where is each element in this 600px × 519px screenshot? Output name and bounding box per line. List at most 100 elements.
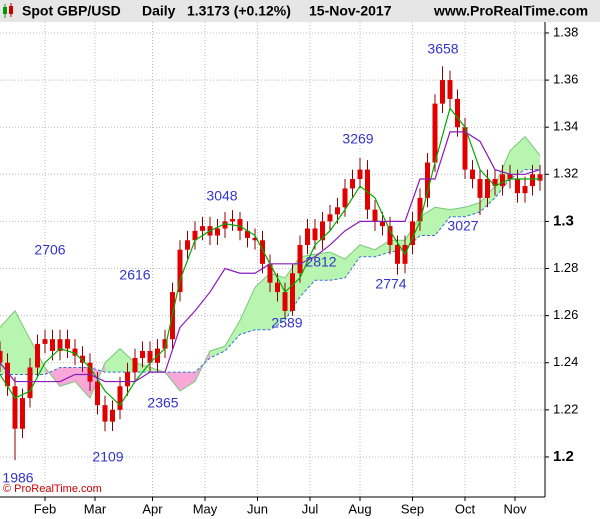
candle-body xyxy=(27,367,33,399)
y-tick-label: 1.24 xyxy=(553,354,578,369)
cloud-segment xyxy=(210,346,225,359)
candle-body xyxy=(95,381,100,406)
candle-body xyxy=(237,219,243,231)
cloud-segment xyxy=(435,207,450,236)
candle-body xyxy=(267,263,273,283)
cloud-segment xyxy=(180,372,195,392)
candle-body xyxy=(350,179,355,189)
candle-body xyxy=(57,339,63,351)
cloud-segment xyxy=(375,240,390,257)
candle-body xyxy=(282,292,288,311)
y-tick-label: 1.28 xyxy=(553,260,578,275)
candle-body xyxy=(275,282,280,293)
candle-body xyxy=(185,240,190,250)
x-tick-label: Nov xyxy=(503,501,527,516)
candle-body xyxy=(132,358,138,373)
candle-body xyxy=(455,98,460,128)
cloud-segment xyxy=(60,367,75,387)
candle-body xyxy=(395,244,400,264)
cloud-segment xyxy=(105,348,120,373)
price-annotation: 1986 xyxy=(2,470,33,486)
candle-body xyxy=(507,174,513,180)
cloud-segment xyxy=(240,287,255,335)
cloud-segment xyxy=(315,252,330,281)
price-annotation: 2616 xyxy=(119,267,150,283)
period: Daily xyxy=(142,3,176,19)
candle-body xyxy=(125,372,130,387)
candle-body xyxy=(110,409,115,422)
header-bar xyxy=(0,0,600,22)
candle-body xyxy=(102,405,108,422)
candle-body xyxy=(12,386,18,429)
app-icon xyxy=(3,3,13,18)
candle-body xyxy=(342,188,348,208)
cloud-segment xyxy=(360,244,375,257)
candle-body xyxy=(0,350,3,363)
y-tick-label: 1.26 xyxy=(553,307,578,322)
copyright: © ProRealTime.com xyxy=(3,483,102,495)
candle-body xyxy=(335,207,340,215)
candle-body xyxy=(380,221,385,227)
candle-body xyxy=(515,179,520,194)
candle-body xyxy=(65,339,70,349)
y-tick-label: 1.32 xyxy=(553,166,578,181)
candle-body xyxy=(215,228,220,236)
candle-body xyxy=(320,221,325,241)
candle-body xyxy=(177,249,183,293)
candle-body xyxy=(72,348,78,356)
candle-body xyxy=(50,339,55,351)
price-annotation: 2365 xyxy=(147,395,178,411)
candle-body xyxy=(410,221,415,245)
title: Spot GBP/USD xyxy=(22,3,121,19)
candle-body xyxy=(147,350,153,363)
y-tick-label: 1.36 xyxy=(553,72,578,87)
candle-body xyxy=(117,386,123,410)
candle-body xyxy=(470,169,475,180)
candle-body xyxy=(425,162,430,198)
cloud-segment xyxy=(345,244,360,278)
candle-body xyxy=(312,228,318,241)
candle-body xyxy=(80,355,85,363)
candle-body xyxy=(5,362,10,387)
cloud-segment xyxy=(225,320,240,351)
last-price: 1.3173 (+0.12%) xyxy=(187,3,291,19)
x-tick-label: May xyxy=(193,501,218,516)
x-tick-label: Mar xyxy=(84,501,107,516)
price-annotation: 3048 xyxy=(206,188,237,204)
candle-body xyxy=(492,179,498,187)
candle-body xyxy=(297,244,303,274)
candle-body xyxy=(357,169,363,180)
cloud-segment xyxy=(450,207,465,217)
candle-body xyxy=(20,398,25,429)
x-tick-label: Aug xyxy=(348,501,371,516)
cloud-segment xyxy=(525,136,540,170)
x-tick-label: Oct xyxy=(455,501,476,516)
candle-body xyxy=(440,80,445,104)
candle-body xyxy=(417,197,423,222)
candle-body xyxy=(477,179,483,198)
candle-body xyxy=(327,214,333,222)
candle-body xyxy=(530,174,535,187)
candle-body xyxy=(192,230,198,241)
x-tick-label: Sep xyxy=(401,501,424,516)
candle-body xyxy=(87,362,93,382)
candle-body xyxy=(485,179,490,198)
price-annotation: 2774 xyxy=(375,276,406,292)
y-tick-label: 1.22 xyxy=(553,401,578,416)
cloud-segment xyxy=(15,310,30,375)
y-tick-label: 1.34 xyxy=(553,119,578,134)
candle-body xyxy=(162,339,168,349)
candle-body xyxy=(140,350,145,359)
candle-body xyxy=(230,219,235,222)
price-annotation: 2812 xyxy=(305,254,336,270)
y-tick-label: 1.38 xyxy=(553,24,578,39)
candle-body xyxy=(500,174,505,187)
candle-body xyxy=(200,226,205,231)
candle-body xyxy=(260,240,265,264)
candle-body xyxy=(447,80,453,99)
candle-body xyxy=(245,230,250,238)
x-tick-label: Jun xyxy=(247,501,268,516)
candle-body xyxy=(462,127,468,170)
candle-body xyxy=(522,186,528,194)
